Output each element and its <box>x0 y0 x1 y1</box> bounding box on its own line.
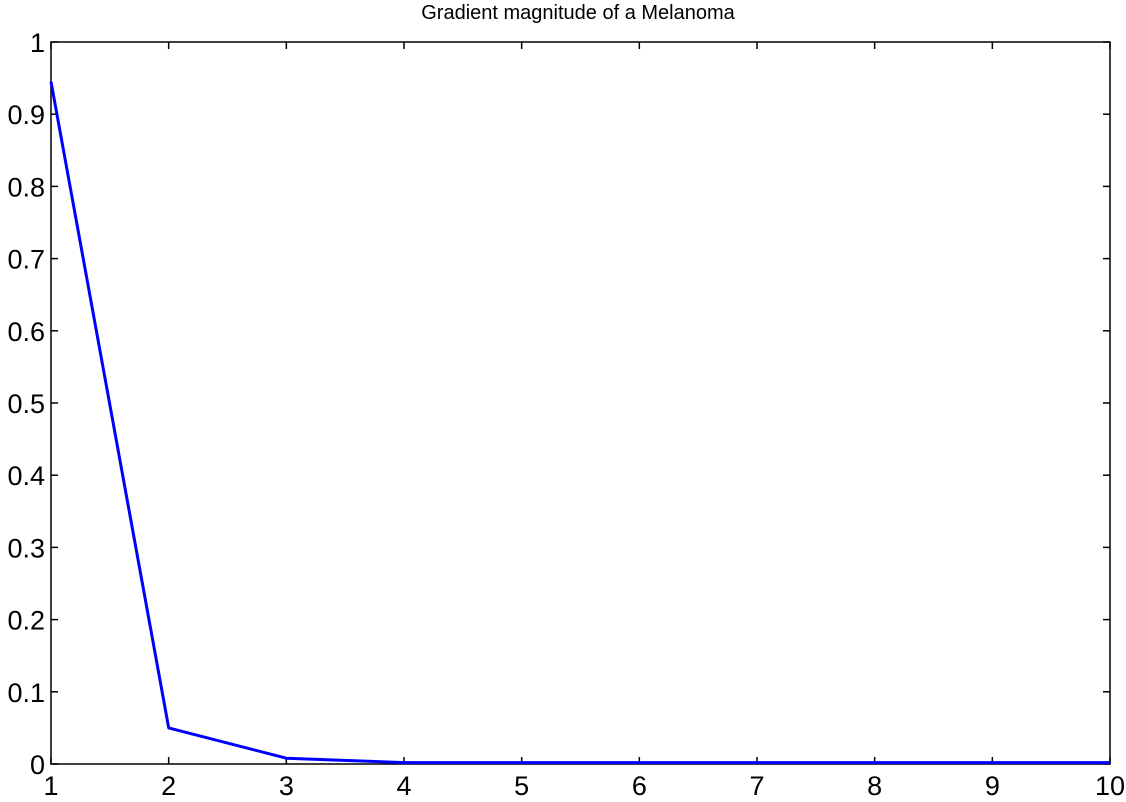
y-tick-label: 0.4 <box>7 461 45 491</box>
y-axis: 0 0.1 0.2 0.3 0.4 0.5 0.6 0.7 0.8 0.9 1 <box>7 28 1110 780</box>
x-axis: 1 2 3 4 5 6 7 8 9 10 <box>43 42 1125 801</box>
series-layer <box>49 81 1110 765</box>
chart-title: Gradient magnitude of a Melanoma <box>421 2 735 24</box>
x-tick-label: 4 <box>396 771 411 801</box>
y-tick-label: 0.2 <box>7 606 45 636</box>
y-tick-label: 0 <box>30 750 45 780</box>
x-tick-label: 9 <box>985 771 1000 801</box>
y-tick-label: 1 <box>30 28 45 58</box>
x-tick-label: 1 <box>43 771 58 801</box>
x-tick-label: 2 <box>161 771 176 801</box>
x-tick-label: 3 <box>279 771 294 801</box>
y-tick-label: 0.6 <box>7 317 45 347</box>
series-line <box>49 81 1110 765</box>
y-tick-label: 0.3 <box>7 533 45 563</box>
y-tick-label: 0.1 <box>7 678 45 708</box>
y-tick-label: 0.8 <box>7 172 45 202</box>
x-tick-label: 7 <box>749 771 764 801</box>
y-tick-label: 0.7 <box>7 245 45 275</box>
x-tick-label: 10 <box>1095 771 1125 801</box>
y-tick-label: 0.9 <box>7 100 45 130</box>
x-tick-label: 6 <box>632 771 647 801</box>
y-tick-label: 0.5 <box>7 389 45 419</box>
x-tick-label: 8 <box>867 771 882 801</box>
x-tick-label: 5 <box>514 771 529 801</box>
